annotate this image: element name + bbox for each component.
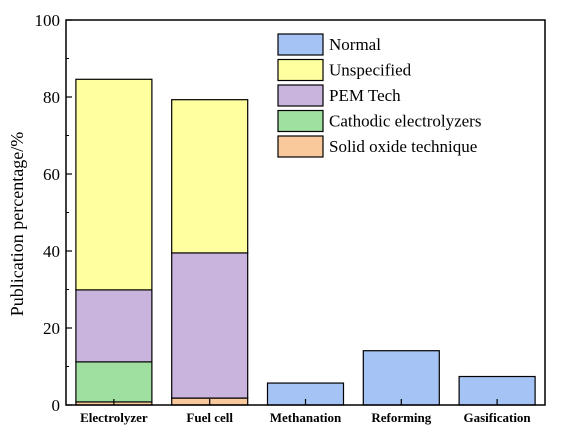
legend-label: Unspecified bbox=[329, 61, 412, 80]
y-tick-label: 100 bbox=[35, 11, 61, 30]
bar-segment bbox=[171, 99, 249, 254]
x-tick-label: Gasification bbox=[464, 410, 532, 425]
bar-segment bbox=[362, 350, 440, 406]
y-axis: 0 20 40 60 80 100 bbox=[35, 11, 72, 415]
y-axis-title: Publication percentage/% bbox=[7, 132, 27, 316]
y-tick-label: 20 bbox=[43, 319, 60, 338]
bar-segment bbox=[171, 252, 249, 399]
legend-swatch bbox=[277, 109, 324, 133]
x-tick-label: Methanation bbox=[270, 410, 342, 425]
x-axis: Electrolyzer Fuel cell Methanation Reformin… bbox=[80, 399, 531, 425]
legend: Normal Unspecified PEM Tech Cathodic electr… bbox=[277, 33, 481, 158]
legend-swatch bbox=[277, 33, 324, 56]
y-tick-label: 60 bbox=[43, 165, 60, 184]
x-tick-label: Fuel cell bbox=[186, 410, 233, 425]
legend-swatch bbox=[277, 84, 324, 107]
bar-segment bbox=[75, 289, 153, 363]
y-tick-label: 0 bbox=[52, 396, 61, 415]
x-tick-label: Electrolyzer bbox=[80, 410, 148, 425]
legend-label: Cathodic electrolyzers bbox=[329, 112, 481, 131]
y-tick-label: 80 bbox=[43, 88, 60, 107]
y-tick-label: 40 bbox=[43, 242, 60, 261]
bar-segment bbox=[75, 361, 153, 403]
bar-segment bbox=[75, 78, 153, 291]
legend-swatch bbox=[277, 58, 324, 82]
legend-label: Solid oxide technique bbox=[329, 137, 477, 156]
legend-label: PEM Tech bbox=[329, 86, 401, 105]
legend-swatch bbox=[277, 135, 324, 158]
bars-layer bbox=[75, 78, 536, 406]
legend-label: Normal bbox=[329, 35, 381, 54]
x-tick-label: Reforming bbox=[371, 410, 431, 425]
